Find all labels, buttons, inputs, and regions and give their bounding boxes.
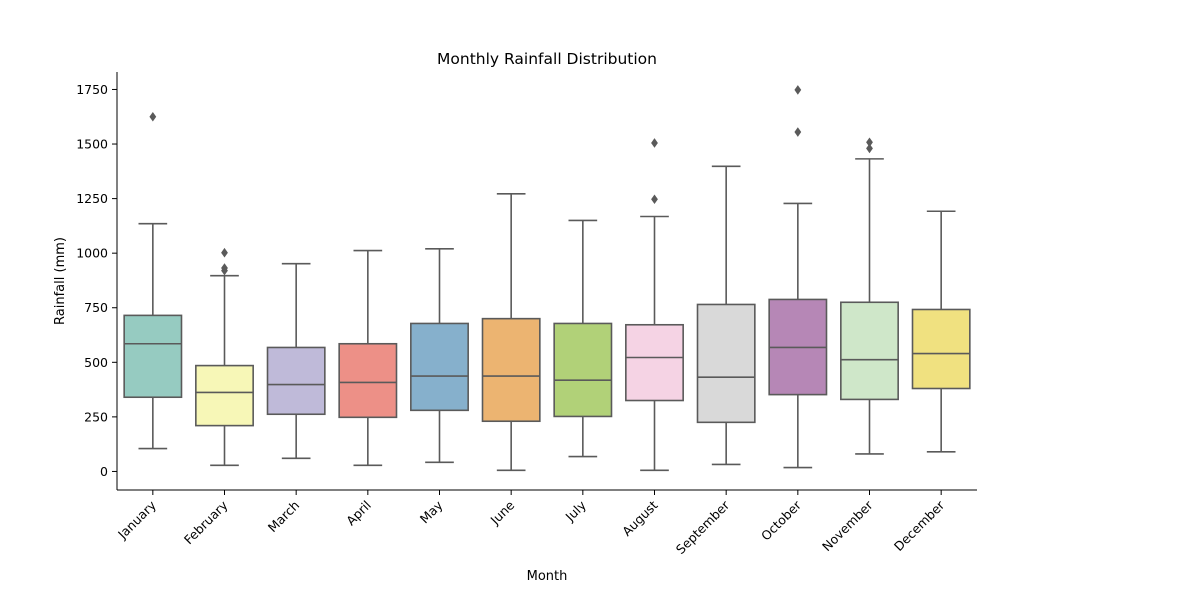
y-tick-label: 0 bbox=[100, 464, 108, 479]
x-tick-label-march: March bbox=[265, 498, 303, 536]
box-december bbox=[911, 308, 971, 390]
x-tick-label-may: May bbox=[417, 497, 446, 526]
outlier-october bbox=[794, 85, 802, 95]
x-tick-label-january: January bbox=[114, 497, 159, 542]
x-tick-label-april: April bbox=[343, 498, 374, 529]
box-july bbox=[553, 322, 613, 418]
x-tick-label-october: October bbox=[758, 497, 805, 544]
y-axis-label: Rainfall (mm) bbox=[53, 237, 68, 325]
y-tick-label: 500 bbox=[84, 355, 108, 370]
outlier-august bbox=[651, 138, 658, 148]
outlier-february bbox=[221, 263, 228, 273]
outlier-january bbox=[149, 111, 157, 122]
x-tick-label-june: June bbox=[487, 497, 518, 528]
x-tick-label-august: August bbox=[619, 497, 661, 539]
y-tick-label: 1250 bbox=[76, 191, 108, 206]
y-tick-label: 750 bbox=[84, 300, 108, 315]
box-november bbox=[840, 301, 899, 401]
chart-title: Monthly Rainfall Distribution bbox=[437, 50, 657, 68]
box-january bbox=[123, 314, 183, 399]
x-tick-label-july: July bbox=[562, 497, 590, 525]
box-june bbox=[481, 317, 541, 423]
x-axis-label: Month bbox=[527, 569, 568, 584]
x-tick-label-september: September bbox=[673, 497, 733, 557]
x-tick-label-february: February bbox=[181, 497, 231, 547]
outlier-october bbox=[794, 127, 802, 137]
outlier-november bbox=[866, 143, 873, 154]
box-september bbox=[696, 303, 756, 424]
box-april bbox=[338, 342, 398, 419]
outlier-august bbox=[651, 194, 658, 205]
box-may bbox=[410, 322, 469, 412]
y-tick-label: 1500 bbox=[76, 137, 108, 152]
box-march bbox=[266, 346, 326, 416]
x-tick-label-december: December bbox=[891, 497, 948, 554]
y-tick-label: 250 bbox=[84, 409, 108, 424]
plot-area: 0 250 500 750 1000 1250 1500 1750 January Februar… bbox=[76, 72, 977, 557]
y-tick-label: 1750 bbox=[76, 82, 108, 97]
box-february bbox=[195, 364, 254, 427]
x-tick-label-november: November bbox=[819, 497, 876, 554]
outlier-february bbox=[221, 247, 228, 258]
box-august bbox=[625, 323, 684, 402]
outlier-november bbox=[866, 137, 873, 148]
y-tick-label: 1000 bbox=[76, 246, 108, 261]
